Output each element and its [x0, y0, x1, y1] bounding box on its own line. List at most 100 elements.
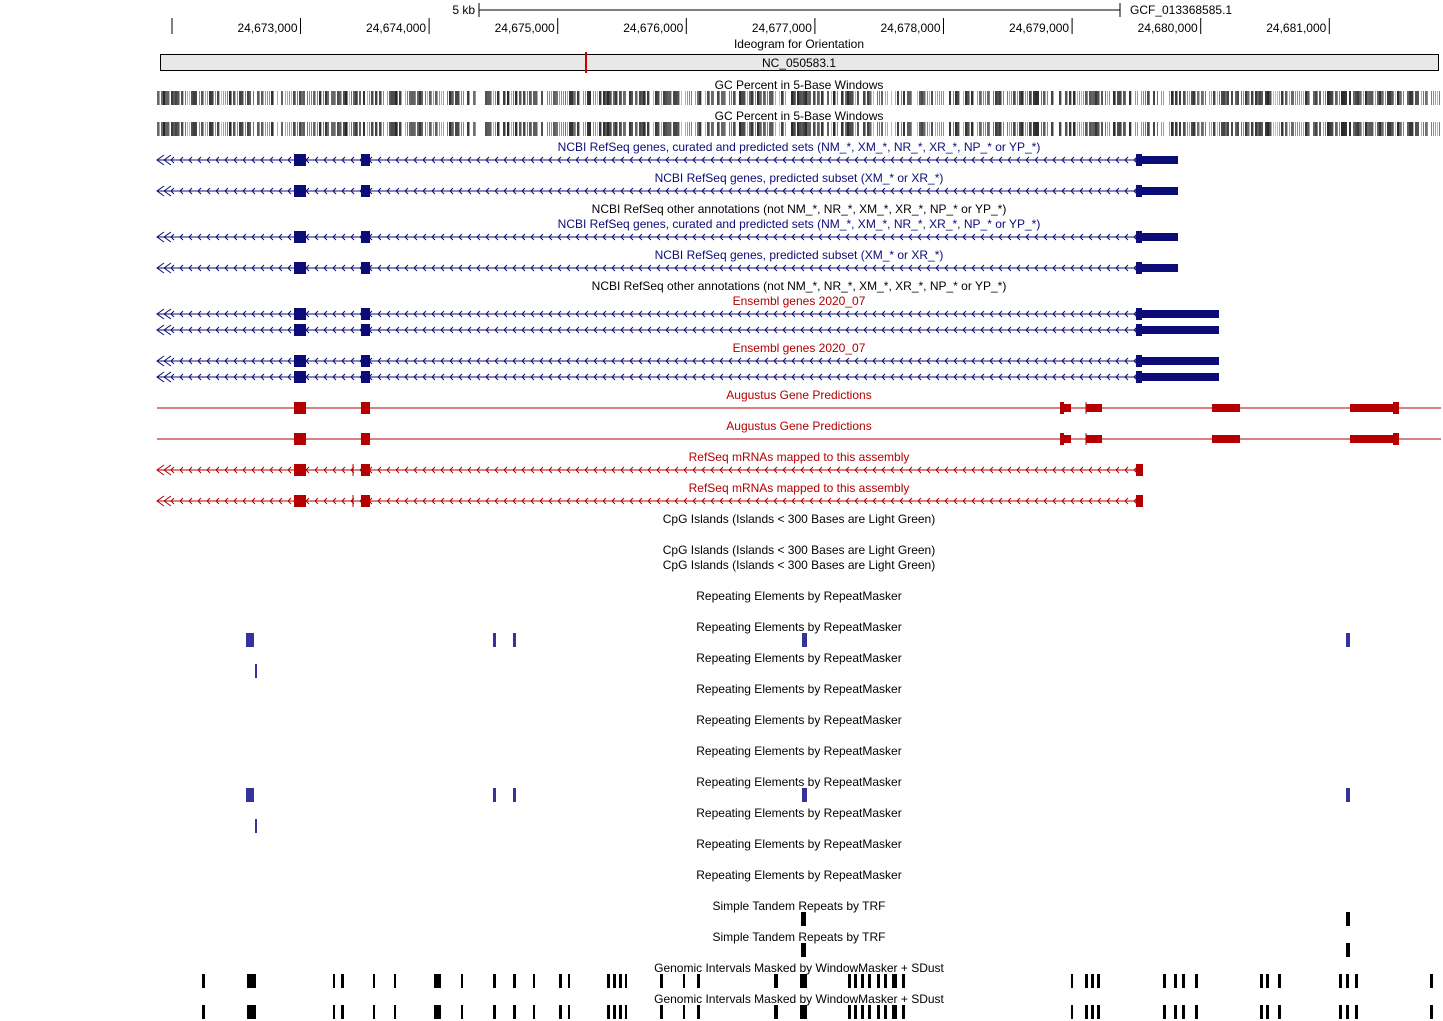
strand-chevron: [1088, 233, 1093, 241]
strand-chevron: [188, 187, 193, 195]
gc-bar: [237, 91, 238, 105]
windowmasker-features-2[interactable]: [202, 1005, 1433, 1019]
strand-chevron: [341, 156, 346, 164]
end-arrow: [163, 495, 172, 507]
strand-chevron: [755, 326, 760, 334]
gc-bar: [731, 91, 732, 105]
gc-bar: [1259, 122, 1261, 136]
strand-chevron: [269, 156, 274, 164]
strand-chevron: [890, 357, 895, 365]
gc-bar: [793, 122, 795, 136]
gc-bar: [1283, 91, 1284, 105]
refseq-predicted-gene-model-2[interactable]: [156, 262, 1178, 274]
strand-chevron: [980, 326, 985, 334]
gc-bar: [1073, 122, 1075, 136]
gc-bar: [783, 122, 784, 136]
refseq-mrna-model-2[interactable]: [156, 495, 1143, 507]
gc-bar: [303, 91, 305, 105]
repeatmasker-features-3[interactable]: [246, 788, 1350, 802]
refseq-gene-model-2[interactable]: [156, 231, 1178, 243]
repeatmasker-features-1[interactable]: [246, 633, 1350, 647]
gc-bar: [611, 122, 612, 136]
strand-chevron: [944, 187, 949, 195]
ruler-ticks: 24,673,000 24,674,000 24,675,000 24,676,000…: [237, 18, 1330, 35]
gc-bar: [191, 122, 193, 136]
gc-percent-track-1[interactable]: [157, 91, 1440, 105]
gc-bar: [1067, 122, 1068, 136]
strand-chevron: [1052, 310, 1057, 318]
strand-chevron: [656, 497, 661, 505]
trf-features-2[interactable]: [801, 943, 1350, 957]
gc-bar: [163, 91, 165, 105]
trf-features-1[interactable]: [801, 912, 1350, 926]
strand-chevron: [503, 466, 508, 474]
gc-bar: [315, 122, 316, 136]
strand-chevron: [269, 326, 274, 334]
gc-bar: [997, 122, 999, 136]
gc-bar: [989, 91, 990, 105]
gc-bar: [317, 122, 318, 136]
ideogram-chromosome-bar[interactable]: [160, 54, 1439, 71]
strand-chevron: [197, 497, 202, 505]
gc-bar: [823, 91, 824, 105]
gc-bar: [1289, 122, 1290, 136]
strand-chevron: [728, 264, 733, 272]
gc-bar: [321, 122, 322, 136]
strand-chevron: [683, 264, 688, 272]
track-title-rmsk-1: Repeating Elements by RepeatMasker: [696, 589, 901, 603]
gc-bar: [953, 122, 954, 136]
strand-chevron: [377, 156, 382, 164]
gc-bar: [239, 91, 241, 105]
augustus-gene-model-2[interactable]: [157, 433, 1441, 445]
exon-block: [294, 262, 306, 274]
gc-bar: [561, 91, 562, 105]
augustus-gene-model-1[interactable]: [157, 402, 1441, 414]
gc-bar: [1145, 122, 1146, 136]
gc-bar: [719, 122, 720, 136]
exon-block: [1350, 404, 1395, 412]
ensembl-gene-model-1a[interactable]: [156, 308, 1219, 320]
refseq-predicted-gene-model-1[interactable]: [156, 185, 1178, 197]
strand-chevron: [332, 357, 337, 365]
gc-bar: [803, 91, 805, 105]
strand-chevron: [503, 310, 508, 318]
gc-bar: [625, 91, 626, 105]
gc-bar: [713, 91, 714, 105]
strand-chevron: [683, 373, 688, 381]
gc-bar: [1115, 122, 1116, 136]
gc-bar: [503, 91, 505, 105]
gc-bar: [1185, 91, 1186, 105]
gc-bar: [1313, 122, 1315, 136]
ideogram[interactable]: Ideogram for Orientation NC_050583.1: [160, 37, 1439, 73]
repeatmasker-features-4[interactable]: [255, 819, 257, 833]
gc-bar: [1241, 122, 1242, 136]
gc-bar: [447, 91, 448, 105]
ensembl-gene-model-2a[interactable]: [156, 355, 1219, 367]
strand-chevron: [539, 497, 544, 505]
strand-chevron: [476, 156, 481, 164]
gc-bar: [247, 91, 249, 105]
strand-chevron: [1115, 156, 1120, 164]
gc-bar: [1019, 91, 1021, 105]
gc-bar: [171, 91, 173, 105]
exon-block: [1136, 464, 1143, 476]
ensembl-gene-model-2b[interactable]: [156, 371, 1219, 383]
ensembl-gene-model-1b[interactable]: [156, 324, 1219, 336]
exon-block: [1142, 187, 1178, 195]
strand-chevron: [512, 326, 517, 334]
strand-chevron: [863, 264, 868, 272]
refseq-gene-model-1[interactable]: [156, 154, 1178, 166]
strand-chevron: [386, 466, 391, 474]
windowmasker-features-1[interactable]: [202, 974, 1433, 988]
strand-chevron: [818, 373, 823, 381]
repeatmasker-features-2[interactable]: [255, 664, 257, 678]
refseq-mrna-model-1[interactable]: [156, 464, 1143, 476]
gc-percent-track-2[interactable]: [157, 122, 1440, 136]
gc-bar: [1391, 91, 1393, 105]
gc-bar: [1189, 91, 1190, 105]
strand-chevron: [953, 156, 958, 164]
exon-block: [294, 371, 306, 383]
base-position-ruler[interactable]: 5 kb GCF_013368585.1 24,673,000 24,674,00…: [171, 3, 1330, 35]
strand-chevron: [863, 466, 868, 474]
